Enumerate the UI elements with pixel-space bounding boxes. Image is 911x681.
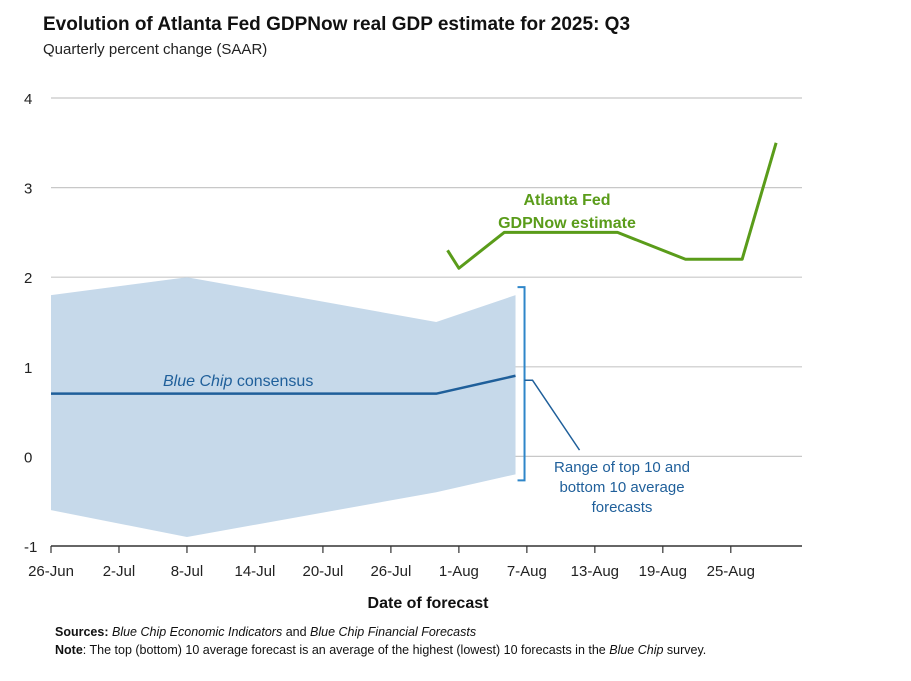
x-tick-label: 7-Aug (507, 563, 547, 580)
x-tick-label: 13-Aug (571, 563, 619, 580)
gdpnow-series-label: GDPNow estimate (498, 215, 636, 232)
x-tick-label: 25-Aug (707, 563, 755, 580)
note-line: Note: The top (bottom) 10 average foreca… (55, 643, 707, 657)
range-bracket (517, 286, 526, 482)
blue-chip-consensus-line (51, 374, 516, 395)
range-label: bottom 10 average (559, 479, 684, 496)
range-label: forecasts (592, 499, 653, 516)
x-tick-label: 26-Jun (28, 563, 74, 580)
chart-title: Evolution of Atlanta Fed GDPNow real GDP… (43, 14, 631, 35)
y-tick-label: 2 (24, 270, 32, 287)
x-tick-label: 20-Jul (302, 563, 343, 580)
sources-line: Sources: Blue Chip Economic Indicators a… (55, 625, 477, 639)
x-tick-label: 19-Aug (639, 563, 687, 580)
blue-chip-consensus-label: Blue Chip consensus (163, 373, 313, 390)
range-leader-line (524, 379, 581, 451)
y-tick-label: 4 (24, 91, 32, 108)
chart-notes: Sources: Blue Chip Economic Indicators a… (55, 623, 706, 659)
x-tick-label: 26-Jul (370, 563, 411, 580)
forecast-range-band (51, 277, 516, 538)
gdpnow-series-label: Atlanta Fed (523, 192, 610, 209)
y-tick-label: 1 (24, 360, 32, 377)
y-tick-label: 0 (24, 449, 32, 466)
x-tick-label: 1-Aug (439, 563, 479, 580)
x-tick-label: 14-Jul (235, 563, 276, 580)
x-tick-label: 2-Jul (103, 563, 136, 580)
x-axis-title: Date of forecast (368, 595, 490, 612)
chart-subtitle: Quarterly percent change (SAAR) (43, 41, 268, 58)
x-tick-label: 8-Jul (171, 563, 204, 580)
y-tick-label: -1 (24, 539, 37, 556)
gdpnow-line (446, 142, 778, 270)
range-label: Range of top 10 and (554, 459, 690, 476)
y-tick-label: 3 (24, 181, 32, 198)
